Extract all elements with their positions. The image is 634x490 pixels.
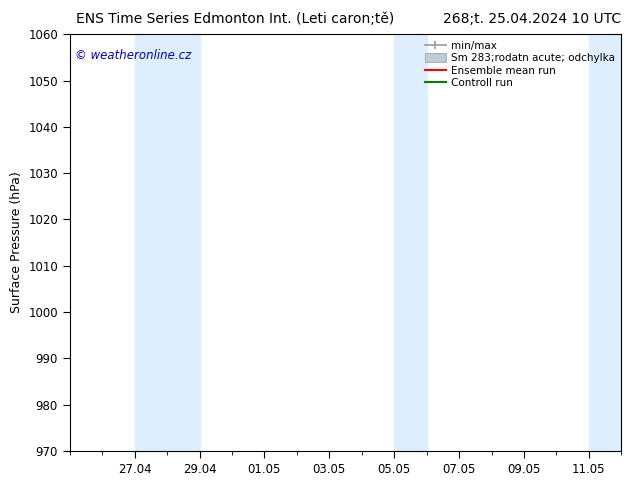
Text: 268;t. 25.04.2024 10 UTC: 268;t. 25.04.2024 10 UTC [443,12,621,26]
Bar [589,34,621,451]
Y-axis label: Surface Pressure (hPa): Surface Pressure (hPa) [10,172,23,314]
Text: ENS Time Series Edmonton Int. (Leti caron;tě): ENS Time Series Edmonton Int. (Leti caro… [76,12,394,26]
Bar [394,34,427,451]
Bar [134,34,200,451]
Legend: min/max, Sm 283;rodatn acute; odchylka, Ensemble mean run, Controll run: min/max, Sm 283;rodatn acute; odchylka, … [422,37,618,92]
Text: © weatheronline.cz: © weatheronline.cz [75,49,191,62]
